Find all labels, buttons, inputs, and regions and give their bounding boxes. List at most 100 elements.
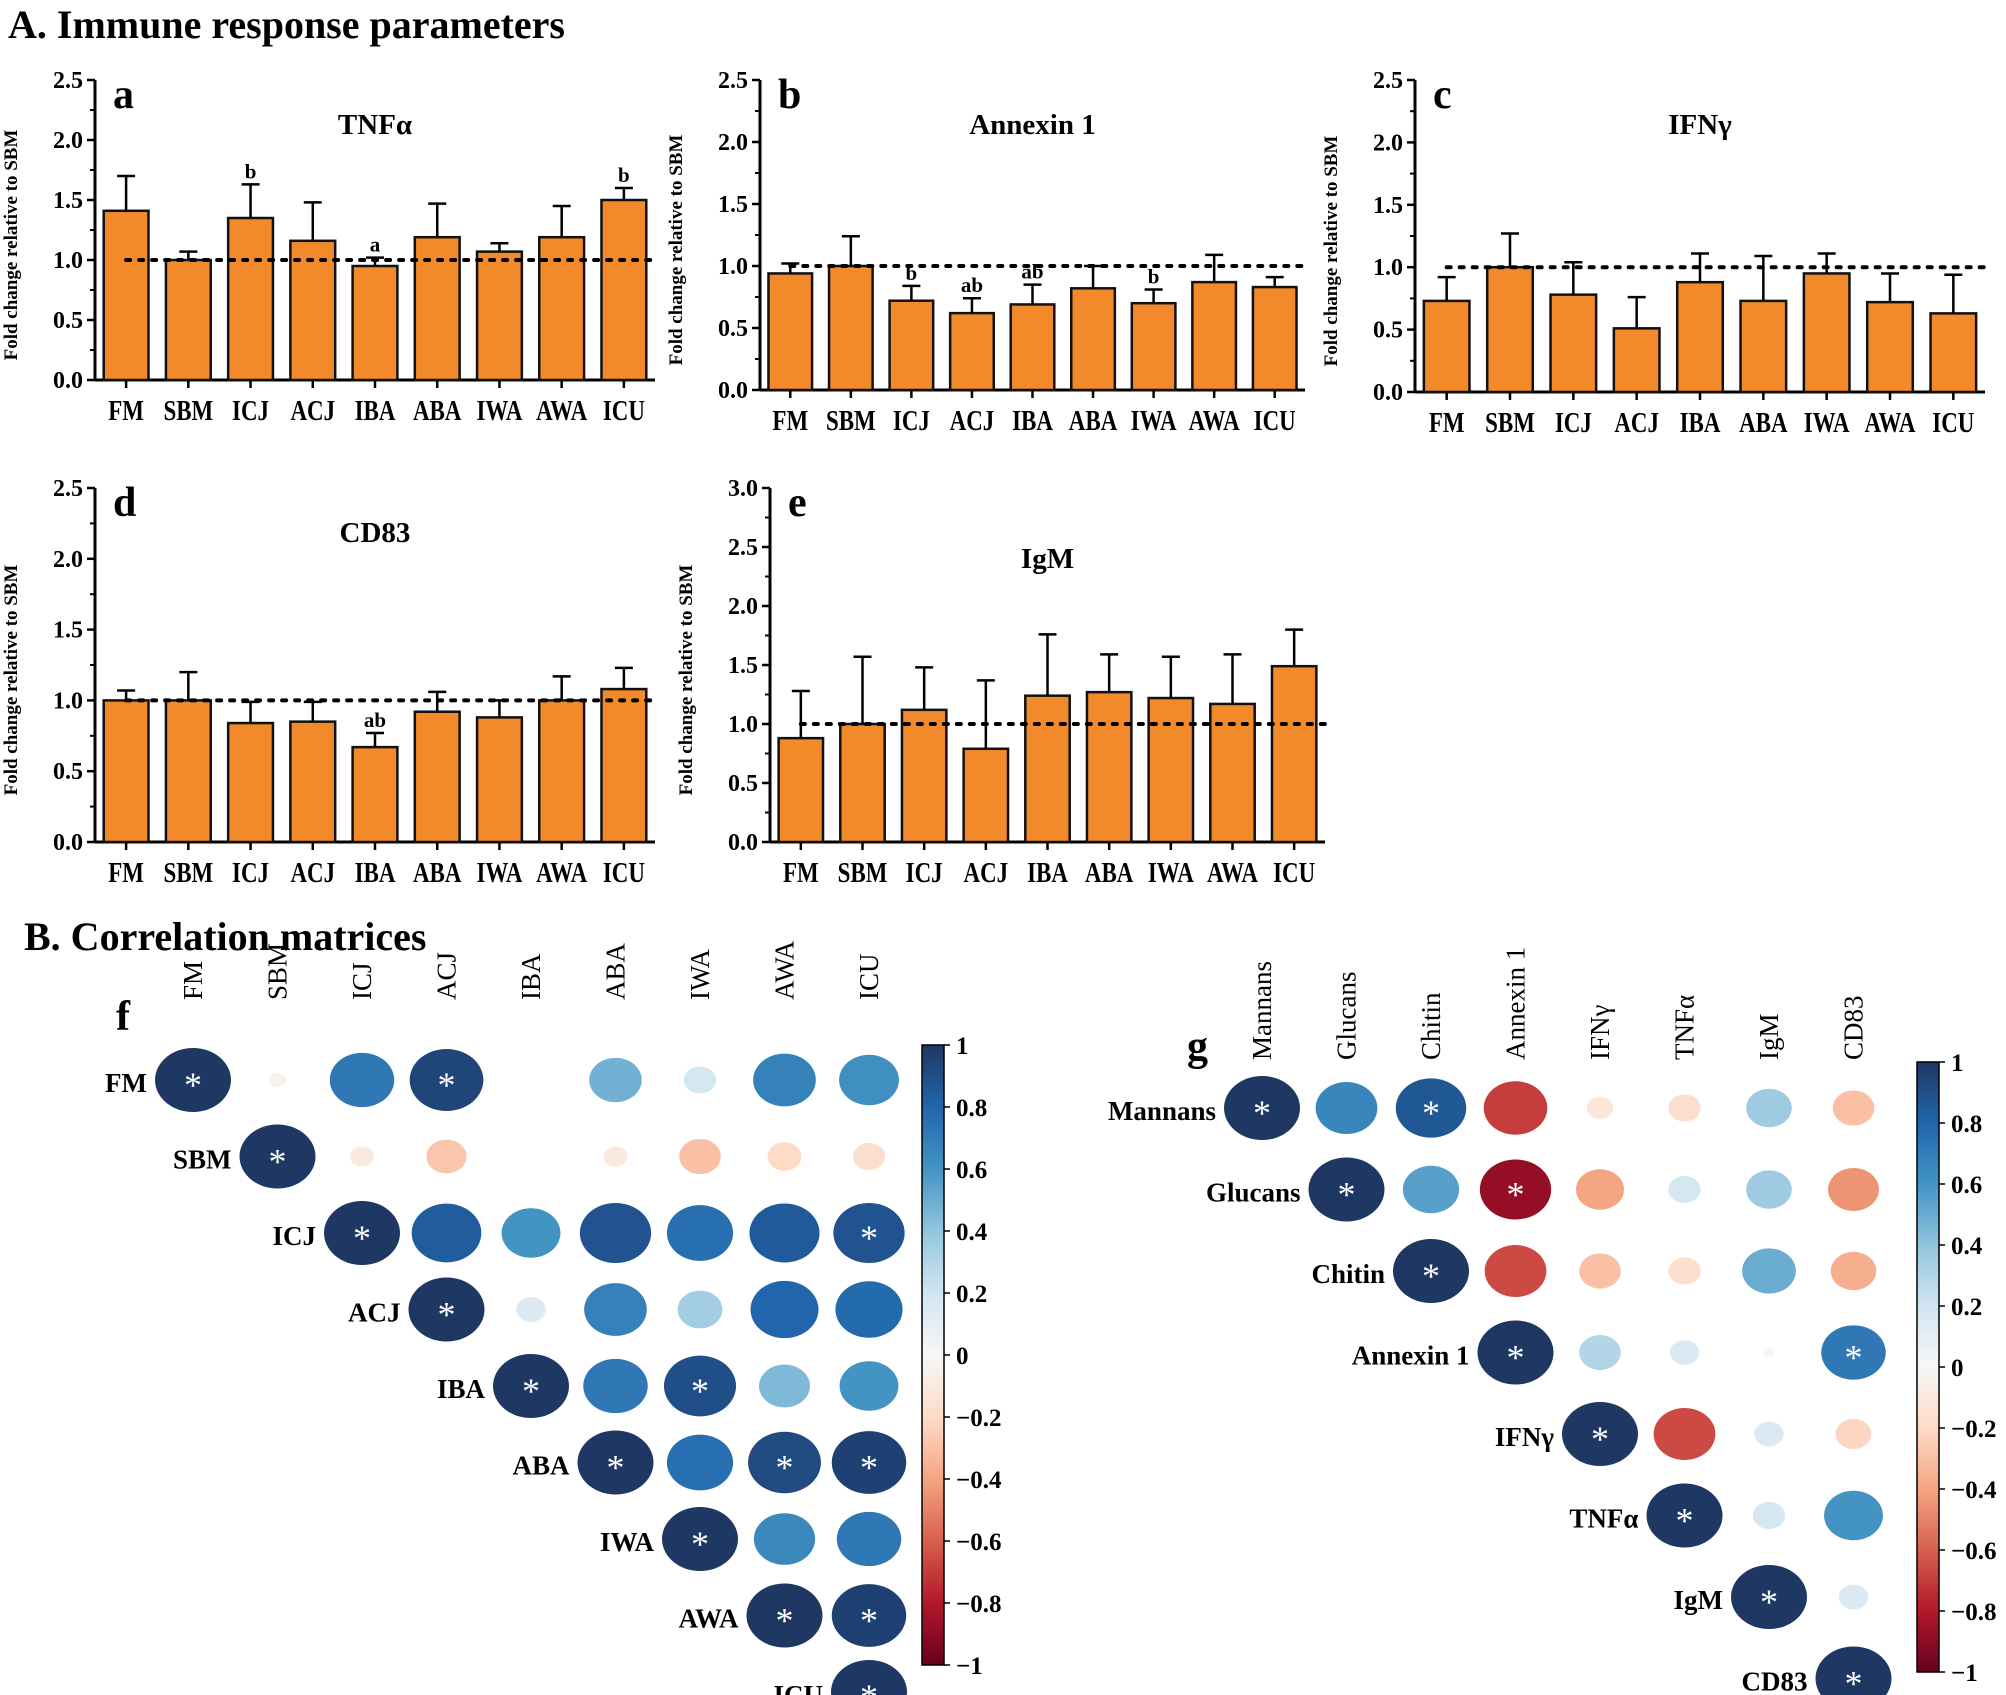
significance-star: * [1422, 1256, 1440, 1296]
colorbar-tick-label: 0.6 [1951, 1172, 1982, 1199]
y-tick-label: 2.0 [53, 547, 83, 573]
x-tick-label: ICU [603, 395, 645, 427]
column-label: IWA [685, 949, 715, 1000]
colorbar-tick-label: 0 [1951, 1355, 1964, 1382]
y-tick-label: 0.5 [728, 771, 758, 797]
significance-label: b [618, 163, 630, 187]
y-tick-label: 1.5 [728, 653, 758, 679]
bar-SBM [164, 258, 212, 382]
cell-SBM-ICU [852, 1142, 886, 1171]
cell-Chitin-IFNγ [1579, 1253, 1621, 1289]
row-label: Glucans [1206, 1178, 1301, 1208]
panel-g: * * * * * * * * * * * Mannans Glucans Chitin Annexin 1… [1108, 947, 1997, 1695]
y-axis-label: Fold change relative to SBM [676, 565, 697, 796]
y-tick-label: 1.0 [728, 712, 758, 738]
cell-IBA-IBA [493, 1354, 569, 1418]
cell-TNFα-CD83 [1824, 1490, 1883, 1541]
colorbar [921, 1044, 945, 1666]
column-label: AWA [770, 940, 800, 1000]
column-label: IgM [1754, 1014, 1784, 1061]
y-tick-label: 2.0 [728, 594, 758, 620]
x-tick-label: SBM [163, 857, 213, 889]
panel-e: 0.0 0.5 1.0 1.5 2.0 2.5 3.0 Fold change relativ… [676, 476, 1327, 889]
x-tick-label: AWA [1189, 405, 1240, 437]
cell-Mannans-Glucans [1315, 1082, 1378, 1134]
cell-FM-ICU [839, 1054, 899, 1106]
y-tick-label: 2.5 [53, 476, 83, 502]
colorbar-tick-label: 0.2 [1951, 1294, 1982, 1321]
x-tick-label: IWA [476, 857, 522, 889]
significance-star: * [1676, 1501, 1694, 1541]
x-tick-label: IWA [476, 395, 522, 427]
y-tick-label: 0.5 [1373, 318, 1403, 344]
x-tick-label: IBA [1012, 405, 1053, 437]
y-tick-label: 2.5 [718, 68, 748, 94]
panel-letter: f [116, 994, 131, 1040]
significance-star: * [1507, 1175, 1525, 1215]
significance-star: * [269, 1142, 287, 1182]
y-tick-label: 0.5 [53, 308, 83, 334]
x-tick-label: FM [783, 857, 819, 889]
y-axis-label: Fold change relative to SBM [1, 130, 22, 361]
row-label: IgM [1674, 1585, 1724, 1615]
cell-Annexin 1-IgM [1763, 1347, 1775, 1358]
bar-ICU [600, 687, 648, 844]
x-tick-label: IBA [1027, 857, 1068, 889]
x-tick-label: FM [108, 857, 144, 889]
y-tick-label: 1.0 [53, 688, 83, 714]
y-tick-label: 2.5 [1373, 68, 1403, 94]
bar-FM [777, 736, 825, 844]
cell-Mannans-Chitin [1395, 1078, 1467, 1138]
x-tick-label: ACJ [290, 395, 335, 427]
column-label: Glucans [1332, 972, 1362, 1060]
bar-FM [102, 699, 150, 844]
significance-star: * [1845, 1338, 1863, 1378]
cell-Mannans-IFNγ [1586, 1096, 1614, 1120]
cell-ACJ-IWA [677, 1290, 723, 1329]
significance-star: * [860, 1218, 878, 1258]
significance-star: * [860, 1677, 878, 1695]
column-label: ABA [601, 942, 631, 1000]
bar-ICJ [226, 216, 275, 382]
cell-SBM-IWA [679, 1138, 721, 1175]
y-tick-label: 2.5 [53, 68, 83, 94]
y-tick-label: 0.0 [53, 830, 83, 856]
bar-ABA [413, 710, 461, 844]
colorbar-tick-label: −0.8 [1951, 1599, 1997, 1626]
significance-label: b [245, 159, 257, 183]
bar-IBA [351, 264, 399, 382]
chart-title: IFNγ [1668, 109, 1732, 141]
cell-Chitin-TNFα [1668, 1257, 1701, 1285]
row-label: Mannans [1108, 1096, 1216, 1126]
column-label: ICJ [347, 962, 377, 1000]
panel-letter: e [788, 480, 807, 526]
panel-d: 0.0 0.5 1.0 1.5 2.0 2.5 Fold change relative t… [1, 476, 657, 889]
cell-SBM-ICJ [349, 1146, 375, 1167]
significance-star: * [776, 1601, 794, 1641]
y-tick-label: 0.5 [718, 316, 748, 342]
row-label: IWA [600, 1527, 655, 1557]
cell-Annexin 1-TNFα [1669, 1340, 1700, 1365]
x-tick-label: AWA [1207, 857, 1258, 889]
cell-Mannans-TNFα [1668, 1094, 1701, 1122]
bar-ICJ [900, 708, 948, 844]
row-label: ICU [773, 1680, 823, 1695]
row-label: CD83 [1742, 1667, 1808, 1695]
significance-star: * [691, 1524, 709, 1564]
significance-star: * [607, 1448, 625, 1488]
cell-IWA-ICU [836, 1511, 902, 1567]
x-tick-label: ABA [413, 857, 462, 889]
bar-IWA [475, 250, 524, 382]
cell-ABA-ABA [577, 1430, 654, 1495]
y-tick-label: 1.5 [718, 192, 748, 218]
cell-Chitin-Chitin [1393, 1239, 1469, 1303]
cell-Annexin 1-IFNγ [1579, 1334, 1621, 1371]
x-tick-label: ICU [603, 857, 645, 889]
cell-CD83-CD83 [1815, 1646, 1892, 1695]
x-tick-label: SBM [838, 857, 888, 889]
cell-SBM-SBM [239, 1124, 316, 1189]
bar-SBM [839, 722, 886, 844]
cell-ACJ-ABA [584, 1283, 647, 1336]
cell-Annexin 1-CD83 [1821, 1325, 1886, 1380]
